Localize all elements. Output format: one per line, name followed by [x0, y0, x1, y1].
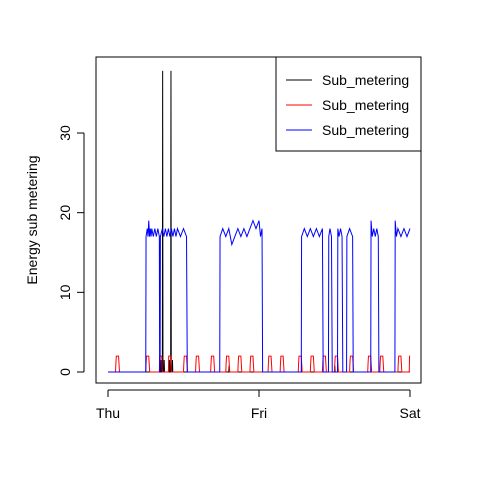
y-tick-label-2: 10: [57, 284, 73, 300]
x-tick-label-3: Sat: [399, 405, 420, 421]
series-line-3: [108, 219, 411, 373]
x-axis: Thu Fri Sat: [96, 389, 421, 421]
x-tick-label-2: Fri: [251, 405, 267, 421]
series-line-2: [108, 355, 411, 373]
y-axis: 0 10 20 30: [57, 125, 85, 376]
legend-label-2: Sub_metering: [322, 97, 409, 113]
legend: Sub_metering Sub_metering Sub_metering: [275, 56, 422, 152]
plot-series: [108, 70, 411, 373]
y-axis-title: Energy sub metering: [24, 155, 40, 284]
plot-frame: [95, 56, 422, 384]
legend-box: [275, 56, 422, 152]
y-tick-label-3: 20: [57, 205, 73, 221]
y-tick-label-1: 0: [57, 368, 73, 376]
y-tick-label-4: 30: [57, 125, 73, 141]
x-tick-label-1: Thu: [96, 405, 120, 421]
legend-label-3: Sub_metering: [322, 122, 409, 138]
legend-label-1: Sub_metering: [322, 72, 409, 88]
